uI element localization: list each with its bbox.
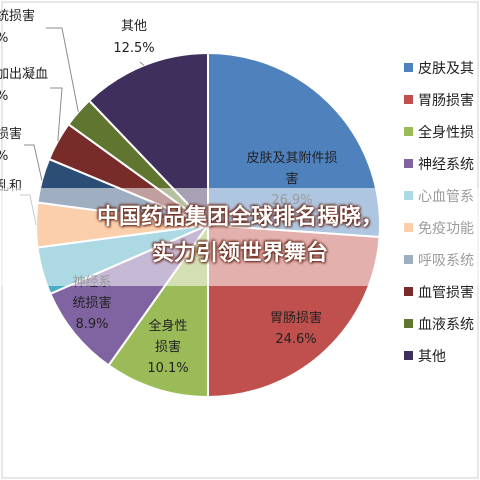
legend-label-3: 神经系统 (418, 157, 474, 173)
headline-banner (0, 188, 480, 286)
leader-line-3 (24, 144, 43, 181)
legend-swatch-8 (404, 319, 413, 328)
leader-line-1 (46, 27, 79, 113)
outside-label-1: 统损害% (0, 8, 35, 46)
legend-swatch-0 (404, 63, 413, 72)
legend-label-0: 皮肤及其 (418, 61, 474, 77)
leader-line-2 (50, 87, 63, 142)
legend-label-7: 血管损害 (418, 285, 474, 301)
pie-slice-9 (87, 51, 209, 228)
legend-label-8: 血液系统 (418, 317, 474, 333)
headline-line-2: 实力引领世界舞台 (151, 241, 328, 266)
outside-label-0: 其他 12.5% (113, 19, 154, 56)
outside-label-2: 加出凝血% (0, 66, 48, 104)
slice-label-2: 全身性损害 10.1% (147, 318, 188, 376)
legend-swatch-2 (404, 127, 413, 136)
legend-swatch-7 (404, 287, 413, 296)
outside-label-3: 损害% (0, 126, 22, 164)
headline-line-1: 中国药品集团全球排名揭晓， (96, 205, 383, 230)
headline: 中国药品集团全球排名揭晓， 实力引领世界舞台 (0, 200, 480, 272)
leader-line-0 (139, 61, 145, 66)
legend-swatch-3 (404, 159, 413, 168)
legend-label-1: 胃肠损害 (418, 93, 474, 109)
legend-label-2: 全身性损 (418, 124, 474, 141)
legend-swatch-1 (404, 95, 413, 104)
legend-swatch-9 (404, 351, 413, 360)
legend-label-9: 其他 (418, 349, 446, 365)
slice-label-1: 胃肠损害 24.6% (270, 310, 322, 347)
